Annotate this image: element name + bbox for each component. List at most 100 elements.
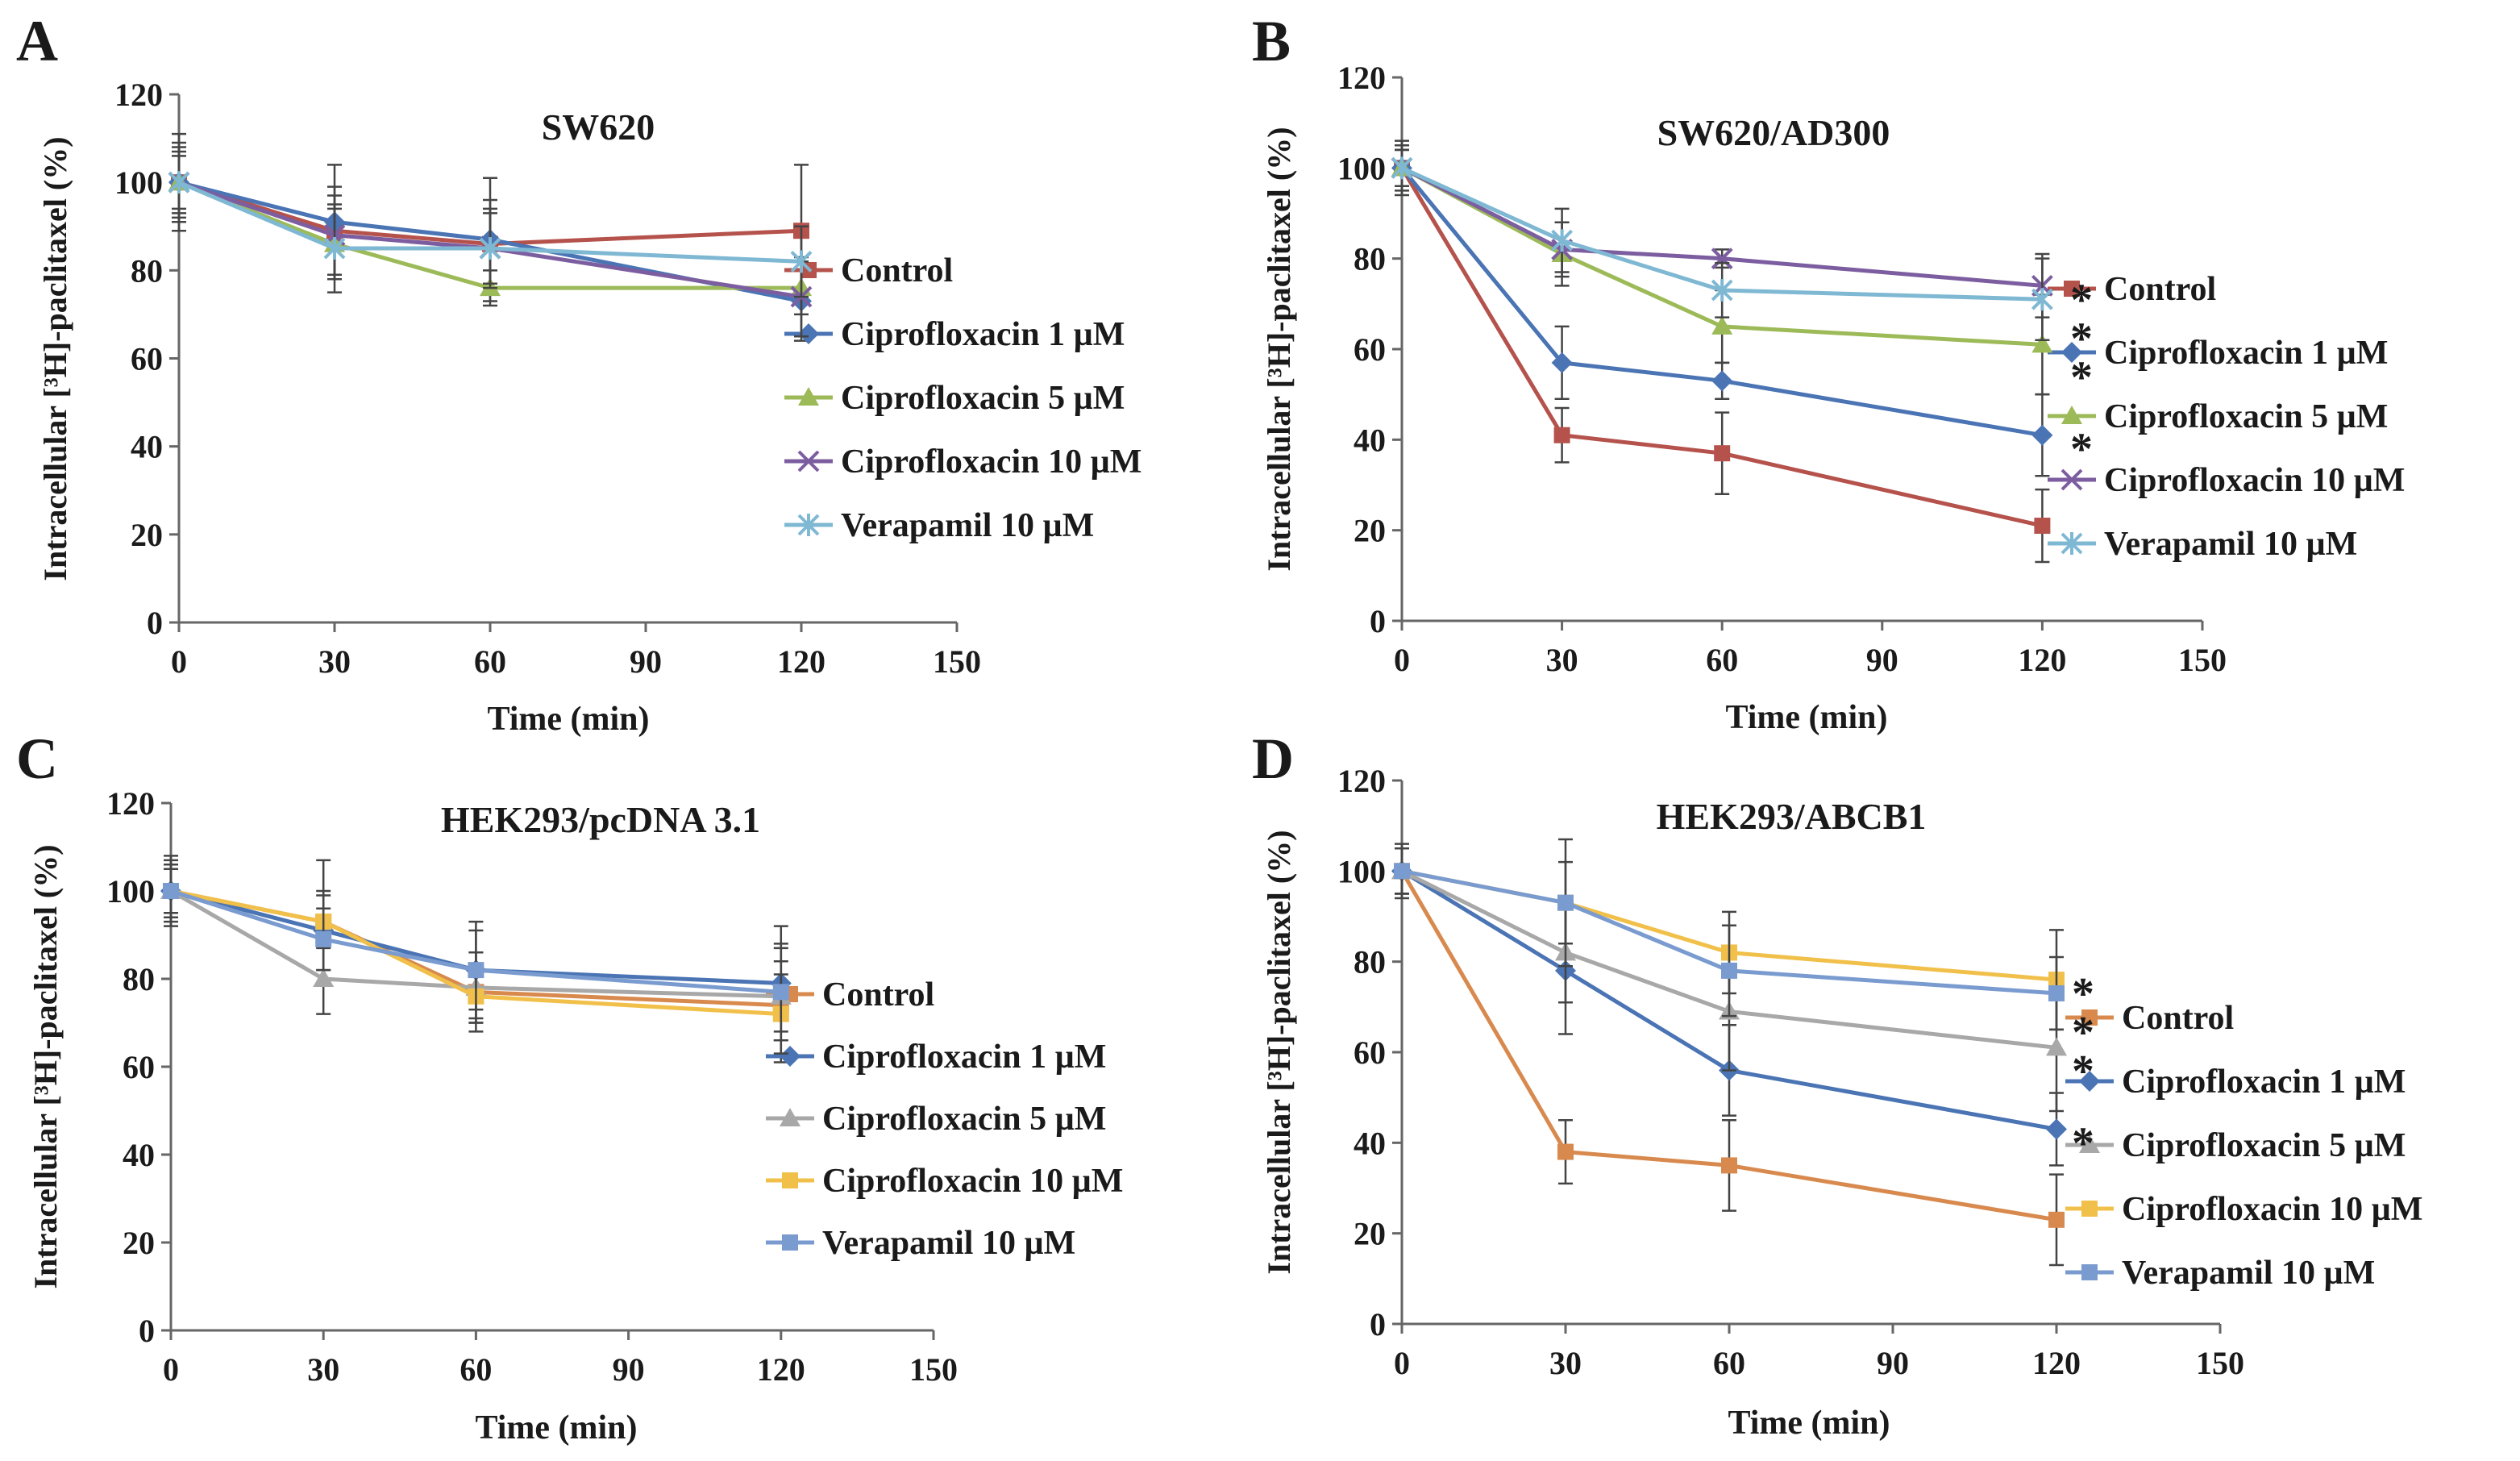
y-tick-label: 0 bbox=[1370, 1306, 1386, 1342]
legend-label: Ciprofloxacin 10 µM bbox=[2104, 462, 2405, 499]
x-tick-label: 120 bbox=[757, 1351, 805, 1388]
legend-entry: Verapamil 10 µM bbox=[2048, 526, 2357, 563]
star-marker bbox=[797, 514, 820, 536]
legend-entry: Ciprofloxacin 5 µM bbox=[784, 380, 1125, 417]
y-tick-label: 40 bbox=[131, 429, 163, 465]
x-tick-label: 30 bbox=[1549, 1345, 1582, 1381]
x-tick-label: 90 bbox=[1877, 1345, 1909, 1381]
diamond-marker bbox=[2061, 342, 2082, 363]
star-marker bbox=[479, 237, 501, 260]
diamond-marker bbox=[1551, 352, 1573, 373]
legend-label: Control bbox=[841, 252, 953, 289]
x-tick-label: 150 bbox=[933, 643, 981, 680]
y-tick-label: 0 bbox=[1370, 603, 1386, 639]
triangle-marker bbox=[2079, 1134, 2100, 1153]
x-tick-label: 120 bbox=[777, 643, 825, 680]
y-tick-label: 0 bbox=[139, 1313, 155, 1349]
significance-star: * bbox=[2070, 275, 2093, 325]
series-line bbox=[1400, 166, 2043, 438]
x-tick-label: 60 bbox=[1713, 1345, 1745, 1381]
legend-label: Ciprofloxacin 1 µM bbox=[2122, 1063, 2406, 1101]
panel-label: C bbox=[16, 726, 58, 791]
square-marker bbox=[772, 984, 789, 1001]
series-line bbox=[1399, 167, 2043, 528]
y-tick-label: 60 bbox=[131, 341, 163, 377]
legend-entry: Control bbox=[766, 976, 934, 1014]
chart-panel-d: D 0 20 40 60 80 100 120 0 30 60 90 120 150 Time (min) I… bbox=[1252, 726, 2422, 1442]
series-verapamil-10-m bbox=[1394, 847, 2065, 1031]
series-line bbox=[170, 889, 781, 1017]
triangle-marker bbox=[2031, 334, 2053, 353]
series-line bbox=[1401, 868, 2057, 996]
square-marker bbox=[1714, 445, 1731, 462]
legend-entry: Ciprofloxacin 10 µM bbox=[784, 443, 1141, 481]
y-tick-label: 120 bbox=[1337, 763, 1386, 799]
x-tick-label: 120 bbox=[2032, 1345, 2081, 1381]
y-tick-label: 20 bbox=[123, 1225, 155, 1261]
significance-star: * bbox=[2070, 314, 2093, 364]
diamond-marker bbox=[2031, 424, 2053, 446]
significance-star: * bbox=[2072, 1008, 2094, 1058]
significance-star: * bbox=[2072, 1047, 2094, 1097]
triangle-marker bbox=[780, 1108, 800, 1126]
x-marker bbox=[1711, 248, 1733, 270]
significance-star: * bbox=[2070, 352, 2093, 402]
x-tick-label: 30 bbox=[318, 643, 351, 680]
legend-label: Verapamil 10 µM bbox=[841, 507, 1094, 544]
legend-entry: Ciprofloxacin 10 µM bbox=[2048, 462, 2405, 499]
significance-star: * bbox=[2070, 425, 2093, 475]
y-tick-label: 40 bbox=[1354, 422, 1386, 458]
square-marker bbox=[1553, 427, 1570, 443]
panel-label: D bbox=[1252, 726, 1294, 791]
series-line bbox=[178, 180, 802, 247]
series-line bbox=[1400, 166, 2043, 302]
legend-entry: Control bbox=[784, 252, 953, 289]
star-marker bbox=[1711, 278, 1733, 302]
star-marker bbox=[323, 237, 346, 260]
legend-label: Control bbox=[2122, 1000, 2234, 1037]
triangle-marker bbox=[313, 968, 335, 987]
series-line bbox=[170, 889, 781, 994]
triangle-marker bbox=[1711, 315, 1733, 335]
x-tick-label: 150 bbox=[2196, 1345, 2244, 1381]
x-tick-label: 30 bbox=[307, 1351, 339, 1388]
y-axis-label: Intracellular [³H]-paclitaxel (%) bbox=[1261, 830, 1297, 1274]
square-marker bbox=[782, 1234, 798, 1251]
square-marker bbox=[2048, 984, 2065, 1001]
legend-entry: Verapamil 10 µM bbox=[784, 507, 1094, 544]
star-marker bbox=[168, 171, 190, 194]
chart-title: SW620/AD300 bbox=[1657, 112, 1890, 153]
x-tick-label: 30 bbox=[1546, 642, 1578, 678]
square-marker bbox=[315, 930, 332, 947]
legend-label: Ciprofloxacin 5 µM bbox=[822, 1101, 1106, 1138]
square-marker bbox=[1721, 1157, 1737, 1174]
y-tick-label: 60 bbox=[123, 1049, 155, 1085]
chart-panel-c: C 0 20 40 60 80 100 120 0 30 60 90 120 150 Time (min) I… bbox=[16, 726, 1123, 1446]
legend-label: Verapamil 10 µM bbox=[2122, 1255, 2375, 1292]
y-tick-label: 60 bbox=[1354, 1034, 1386, 1071]
y-tick-label: 100 bbox=[1337, 150, 1386, 186]
legend-entry: Verapamil 10 µM bbox=[766, 1225, 1075, 1262]
series-verapamil-10-m bbox=[163, 864, 789, 1042]
series-line bbox=[178, 180, 802, 303]
legend-label: Ciprofloxacin 5 µM bbox=[841, 380, 1125, 417]
square-marker bbox=[1557, 894, 1574, 911]
y-tick-label: 60 bbox=[1354, 331, 1386, 368]
series-line bbox=[1400, 869, 2057, 1131]
legend-entry: Ciprofloxacin 5 µM bbox=[766, 1101, 1106, 1138]
square-marker bbox=[1721, 962, 1737, 979]
legend-entry: Ciprofloxacin 5 µM bbox=[2065, 1127, 2406, 1164]
y-axis-label: Intracellular [³H]-paclitaxel (%) bbox=[1261, 127, 1297, 571]
square-marker bbox=[468, 962, 484, 979]
square-marker bbox=[2064, 281, 2080, 297]
chart-title: HEK293/ABCB1 bbox=[1657, 796, 1927, 837]
panel-label: A bbox=[16, 9, 58, 73]
legend-entry: Verapamil 10 µM bbox=[2065, 1255, 2375, 1292]
legend-label: Control bbox=[822, 976, 934, 1014]
square-marker bbox=[2048, 1211, 2065, 1228]
diamond-marker bbox=[2079, 1071, 2100, 1092]
diamond-marker bbox=[1711, 370, 1733, 392]
star-marker bbox=[1551, 229, 1574, 252]
significance-star: * bbox=[2072, 1118, 2094, 1168]
legend-label: Ciprofloxacin 1 µM bbox=[822, 1039, 1106, 1076]
